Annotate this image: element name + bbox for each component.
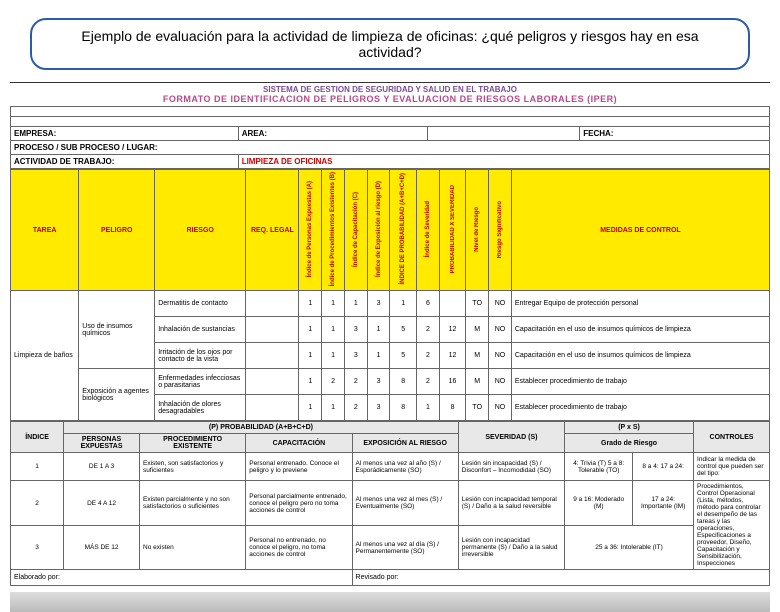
hdr-c9: Riesgo Significativo: [497, 201, 503, 258]
lg-pxs: (P x S): [565, 422, 694, 434]
area-label: AREA:: [242, 129, 267, 138]
table-row: Limpieza de baños Uso de insumos químico…: [11, 291, 770, 317]
elaborado-label: Elaborado por:: [14, 574, 60, 581]
hdr-c3: Índice de Capacitación (C): [353, 192, 359, 267]
hdr-c5: ÍNDICE DE PROBABILIDAD (A+B+C+D): [400, 173, 406, 285]
doc-title-1: SISTEMA DE GESTION DE SEGURIDAD Y SALUD …: [10, 82, 770, 94]
lg-sev: SEVERIDAD (S): [458, 422, 564, 453]
lg-ctrl: CONTROLES: [694, 422, 770, 453]
legend-row: 3 MÁS DE 12 No existen Personal no entre…: [11, 525, 770, 570]
doc-title-2: FORMATO DE IDENTIFICACION DE PELIGROS Y …: [10, 94, 770, 106]
legend-row: 2 DE 4 A 12 Existen parcialmente y no so…: [11, 481, 770, 526]
hdr-c7: PROBABILIDAD X SEVERIDAD: [450, 185, 456, 273]
hdr-c1: Índice de Personas Expuestas (A): [307, 181, 313, 277]
hdr-riesgo: RIESGO: [155, 170, 246, 291]
cell-medida: Entregar Equipo de protección personal: [511, 291, 769, 317]
meta-table: EMPRESA: AREA: FECHA: PROCESO / SUB PROC…: [10, 106, 770, 169]
actividad-value: LIMPIEZA DE OFICINAS: [242, 157, 333, 166]
callout-text: Ejemplo de evaluación para la actividad …: [81, 28, 698, 60]
legend-header-1: ÍNDICE (P) PROBABILIDAD (A+B+C+D) SEVERI…: [11, 422, 770, 434]
revisado-label: Revisado por:: [356, 574, 399, 581]
lg-indice: ÍNDICE: [11, 422, 64, 453]
callout-box: Ejemplo de evaluación para la actividad …: [30, 18, 750, 70]
hdr-c6: Índice de Severidad: [425, 201, 431, 257]
bottom-shadow: [10, 592, 770, 612]
legend-table: ÍNDICE (P) PROBABILIDAD (A+B+C+D) SEVERI…: [10, 421, 770, 586]
hdr-tarea: TAREA: [11, 170, 79, 291]
actividad-label: ACTIVIDAD DE TRABAJO:: [14, 157, 114, 166]
table-row: Exposición a agentes biológicos Enfermed…: [11, 369, 770, 395]
hdr-reqlegal: REQ. LEGAL: [246, 170, 299, 291]
fecha-label: FECHA:: [583, 129, 613, 138]
cell-peligro: Uso de insumos químicos: [79, 291, 155, 369]
hdr-medidas: MEDIDAS DE CONTROL: [511, 170, 769, 291]
lg-prob: (P) PROBABILIDAD (A+B+C+D): [64, 422, 459, 434]
hdr-c8: Nivel de Riesgo: [474, 207, 480, 252]
main-table: TAREA PELIGRO RIESGO REQ. LEGAL Índice d…: [10, 169, 770, 421]
footer-row: Elaborado por: Revisado por:: [11, 570, 770, 586]
hdr-c2: Índice de Procedimientos Existentes (B): [330, 172, 336, 286]
proceso-label: PROCESO / SUB PROCESO / LUGAR:: [11, 141, 770, 155]
cell-tarea: Limpieza de baños: [11, 291, 79, 421]
header-row: TAREA PELIGRO RIESGO REQ. LEGAL Índice d…: [11, 170, 770, 291]
legend-row: 1 DE 1 A 3 Existen, son satisfactorios y…: [11, 453, 770, 481]
iper-document: SISTEMA DE GESTION DE SEGURIDAD Y SALUD …: [10, 82, 770, 586]
hdr-c4: Índice de Exposición al riesgo (D): [376, 181, 382, 277]
hdr-peligro: PELIGRO: [79, 170, 155, 291]
empresa-label: EMPRESA:: [11, 127, 239, 141]
cell-riesgo: Dermatitis de contacto: [155, 291, 246, 317]
legend-header-2: PERSONAS EXPUESTAS PROCEDIMIENTO EXISTEN…: [11, 434, 770, 453]
